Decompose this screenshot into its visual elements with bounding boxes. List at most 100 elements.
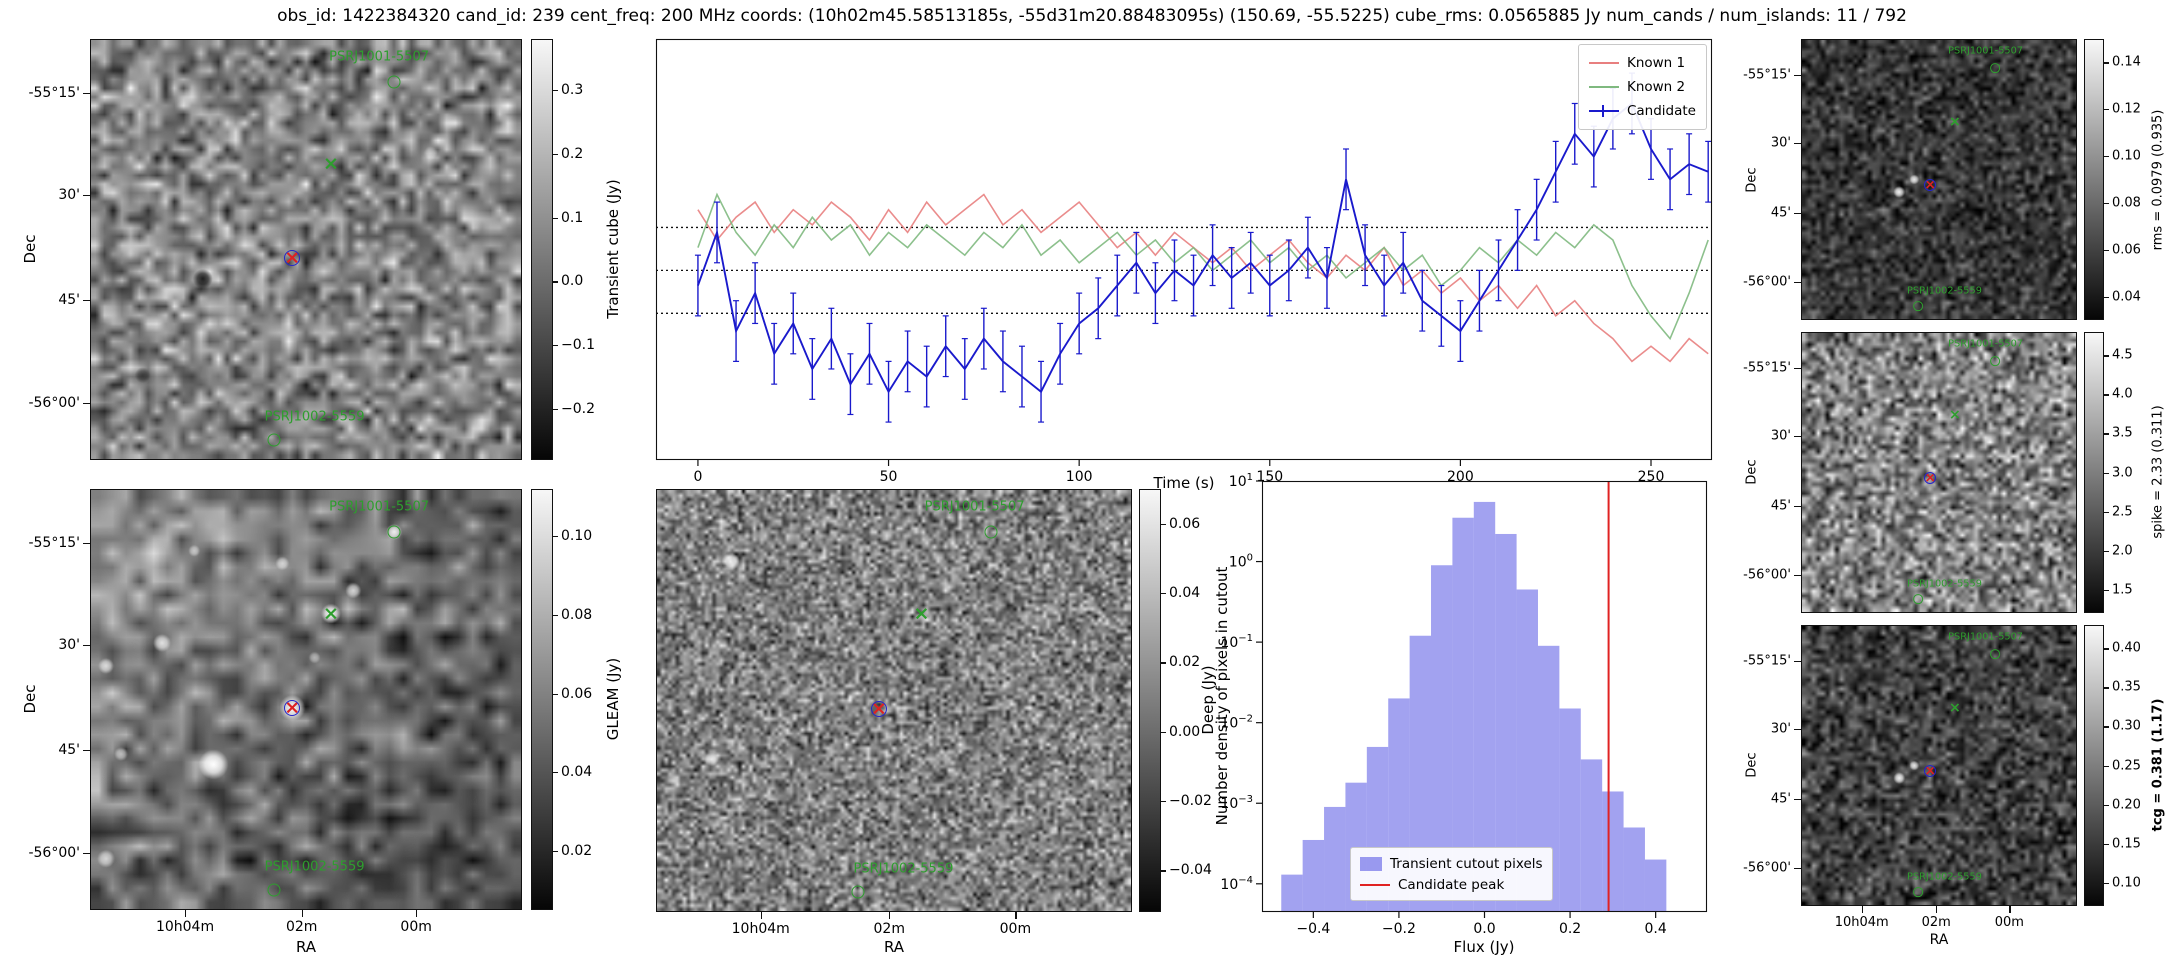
colorbar-tick-label: 0.00 [1169,723,1201,740]
ra-tick-mark [1861,906,1863,913]
colorbar-tick-label: 0.08 [561,606,593,623]
dec-tick-label: 30' [1770,721,1791,737]
ra-tick-label: 02m [873,921,905,937]
dec-tick-label: 30' [58,637,80,654]
psr1-label: PSRJ1001-5507 [1948,338,2024,350]
psr2-label: PSRJ1002-5559 [264,859,365,875]
spike-markers-overlay: PSRJ1001-5507 × × PSRJ1002-5559 [1802,333,2076,612]
psr1-circle-marker [984,525,998,539]
dec-tick-label: -56°00' [1743,567,1791,583]
colorbar-tick-mark [1161,870,1166,872]
spike-colorbar-gradient [2084,332,2104,613]
colorbar-tick-mark [553,281,558,283]
legend-label-known1: Known 1 [1626,55,1686,71]
dec-tick-label: -55°15' [1743,653,1791,669]
dec-tick-mark [83,749,90,751]
dec-tick-mark [1794,75,1801,77]
dec-tick-mark [1794,282,1801,284]
colorbar-tick-label: 4.5 [2112,347,2133,363]
dec-tick-mark [83,645,90,647]
dec-tick-mark [1794,212,1801,215]
gleam-colorbar-gradient [531,489,553,910]
dec-tick-label: -55°15' [28,85,80,102]
colorbar-tick-label: 0.06 [1169,515,1201,532]
dec-tick-mark [83,853,90,855]
transient-cube-image [91,40,521,459]
svg-text:0.2: 0.2 [1559,921,1581,937]
svg-text:101: 101 [1229,472,1253,490]
gleam-colorbar-label: GLEAM (Jy) [604,657,622,741]
colorbar-tick-label: 0.08 [2112,195,2141,211]
tcg-ra-axis-label: RA [1929,932,1949,948]
colorbar-tick-label: 0.10 [2112,148,2141,164]
dec-tick-mark [1794,729,1801,731]
psr1-label: PSRJ1001-5507 [1948,631,2024,643]
colorbar-tick-label: 3.0 [2112,465,2133,480]
colorbar-tick-mark [553,772,558,774]
dec-tick-label: -56°00' [28,845,80,862]
lightcurve-panel: 0 50 100 150 200 250 Known 1 Known 2 Candidat… [655,38,1713,485]
dec-tick-label: 45' [1770,205,1791,221]
colorbar-tick-mark [1161,523,1166,525]
colorbar-tick-label: 0.3 [561,82,584,99]
colorbar-tick-mark [1161,662,1166,664]
ra-tick-mark [1936,906,1938,913]
tcg-markers-overlay: PSRJ1001-5507 × × PSRJ1002-5559 [1802,626,2076,905]
colorbar-tick-label: 0.04 [561,764,593,781]
colorbar-tick-mark [553,693,558,695]
ra-tick-label: 02m [285,919,318,935]
psr2-label: PSRJ1002-5559 [1907,578,1982,590]
colorbar-tick-mark [553,90,558,92]
svg-text:−0.4: −0.4 [1296,921,1330,937]
colorbar-tick-label: 0.04 [1169,585,1201,602]
transient-colorbar-label: Transient cube (Jy) [604,179,622,319]
candidate-circle-marker [1924,765,1937,778]
ra-tick-mark [2009,906,2011,913]
spike-dec-axis-label: Dec [1744,459,1760,485]
candidate-circle-marker [1924,472,1937,485]
known-source-x-marker: × [1948,407,1961,424]
legend-entry-known1: Known 1 [1588,51,1696,75]
colorbar-tick-label: 0.40 [2112,640,2141,656]
histogram-legend: Transient cutout pixels Candidate peak [1350,847,1553,901]
legend-label-known2: Known 2 [1626,79,1686,95]
dec-tick-label: 45' [1770,791,1791,807]
known-source-x-marker: × [913,602,930,625]
candidate-peak-swatch [1360,883,1390,886]
candidate-line-swatch [1588,105,1619,117]
tcg-colorbar-label: tcg = 0.381 (1.17) [2150,698,2166,832]
deep-colorbar-gradient [1139,489,1161,912]
candidate-circle-marker [1924,179,1937,192]
dec-tick-label: 45' [58,741,80,758]
svg-text:100: 100 [1066,469,1093,485]
colorbar-tick-label: 0.06 [2112,242,2141,258]
transient-cube-cutout-panel: PSRJ1001-5507 × × PSRJ1002-5559 [90,39,522,460]
psr1-circle-marker [1990,649,2001,659]
rms-dec-axis-label: Dec [1744,167,1760,193]
colorbar-tick-label: 4.0 [2112,386,2133,402]
known-source-x-marker: × [1948,114,1961,131]
colorbar-tick-mark [2104,765,2109,767]
colorbar-tick-mark [553,614,558,617]
dec-tick-mark [1794,143,1801,145]
dec-tick-mark [83,195,90,197]
psr2-circle-marker [267,883,281,897]
transient-colorbar-gradient [531,39,553,460]
dec-tick-label: -56°00' [1743,274,1791,290]
gleam-colorbar: 0.10 0.08 0.06 0.04 0.02 [531,489,592,910]
colorbar-tick-mark [553,153,558,155]
transient-cube-markers-overlay: PSRJ1001-5507 × × PSRJ1002-5559 [91,40,521,459]
ra-tick-mark [1015,912,1017,919]
ra-tick-mark [760,912,762,919]
colorbar-tick-label: 0.02 [561,842,593,859]
ra-tick-label: 10h04m [155,919,215,935]
spike-colorbar-label: spike = 2.33 (0.311) [2150,405,2166,539]
spike-image [1802,333,2076,612]
colorbar-tick-label: 0.30 [2112,718,2141,734]
colorbar-tick-mark [553,345,558,347]
dec-tick-mark [83,93,90,95]
svg-text:100: 100 [1229,553,1253,571]
candidate-circle-marker [870,700,887,717]
legend-entry-known2: Known 2 [1588,75,1696,99]
dec-tick-label: 30' [1770,135,1791,151]
